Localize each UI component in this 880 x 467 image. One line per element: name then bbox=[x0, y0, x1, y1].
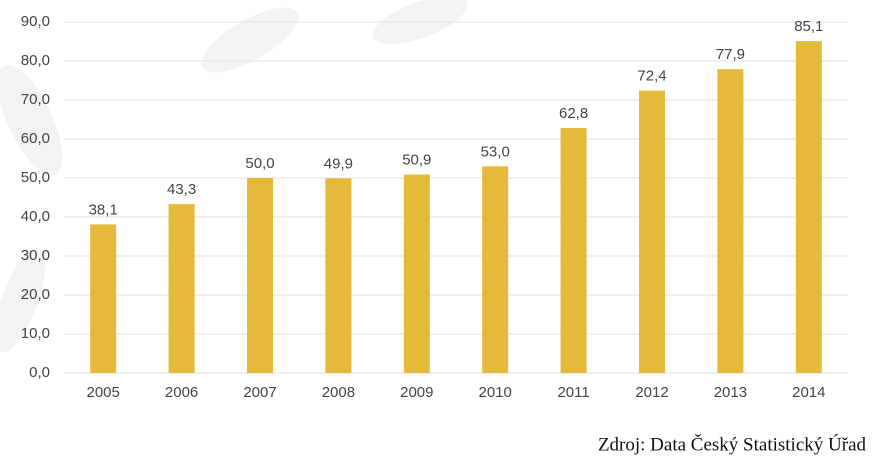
value-label: 50,0 bbox=[245, 155, 274, 172]
bar bbox=[717, 69, 744, 373]
value-label: 38,1 bbox=[89, 201, 118, 218]
bar bbox=[795, 41, 822, 374]
bar bbox=[168, 204, 195, 373]
x-tick-label: 2009 bbox=[400, 384, 433, 401]
value-label: 50,9 bbox=[402, 151, 431, 168]
bar bbox=[325, 178, 352, 373]
y-tick-label: 40,0 bbox=[21, 208, 50, 225]
background-decoration bbox=[0, 0, 468, 353]
bar bbox=[90, 224, 117, 373]
value-label: 43,3 bbox=[167, 181, 196, 198]
x-tick-label: 2013 bbox=[714, 384, 747, 401]
value-label: 53,0 bbox=[481, 143, 510, 160]
value-label: 72,4 bbox=[637, 68, 666, 85]
y-tick-label: 70,0 bbox=[21, 91, 50, 108]
y-tick-label: 10,0 bbox=[21, 325, 50, 342]
x-tick-label: 2007 bbox=[243, 384, 276, 401]
x-tick-label: 2005 bbox=[87, 384, 120, 401]
x-tick-label: 2014 bbox=[792, 384, 825, 401]
bar bbox=[482, 166, 509, 373]
value-label: 85,1 bbox=[794, 18, 823, 35]
y-tick-label: 60,0 bbox=[21, 130, 50, 147]
y-tick-label: 30,0 bbox=[21, 247, 50, 264]
source-note: Zdroj: Data Český Statistický Úřad bbox=[598, 433, 867, 455]
x-tick-label: 2011 bbox=[557, 384, 589, 401]
y-tick-label: 20,0 bbox=[21, 286, 50, 303]
value-label: 77,9 bbox=[716, 46, 745, 63]
bar bbox=[403, 174, 430, 373]
x-tick-label: 2006 bbox=[165, 384, 198, 401]
y-tick-label: 0,0 bbox=[29, 364, 50, 381]
y-tick-label: 80,0 bbox=[21, 52, 50, 69]
bar bbox=[247, 178, 273, 373]
y-tick-label: 50,0 bbox=[21, 169, 50, 186]
value-label: 62,8 bbox=[559, 105, 588, 122]
x-tick-label: 2008 bbox=[322, 384, 355, 401]
y-tick-label: 90,0 bbox=[21, 13, 50, 30]
x-tick-label: 2010 bbox=[479, 384, 512, 401]
x-tick-label: 2012 bbox=[635, 384, 668, 401]
bar bbox=[639, 90, 665, 373]
value-label: 49,9 bbox=[324, 155, 353, 172]
bar bbox=[560, 128, 587, 373]
